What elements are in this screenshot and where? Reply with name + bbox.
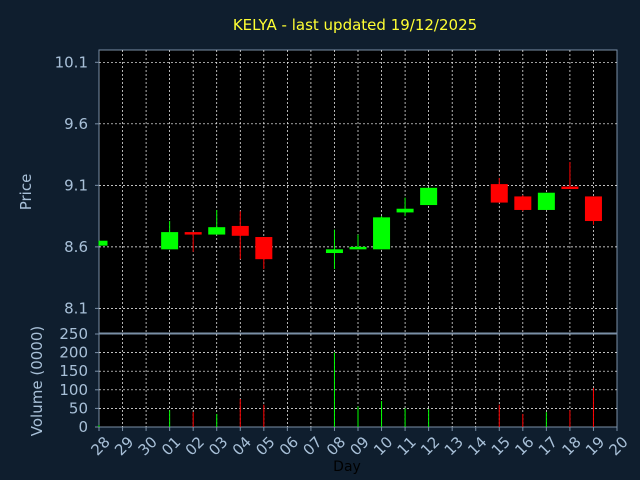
day-tick-label: 29 [111,433,137,459]
day-tick-label: 11 [394,433,420,459]
price-tick-label: 8.6 [64,238,88,256]
candle [514,195,532,212]
candle-body [373,217,391,250]
day-tick-label: 17 [535,433,561,459]
price-axis-label: Price [17,174,35,211]
candle-body [184,232,202,235]
candle [490,177,508,203]
candle-body [561,186,579,190]
day-tick-label: 19 [582,433,608,459]
price-y-ticks: 10.1 9.6 9.1 8.6 8.1 [55,53,99,317]
candle [231,211,249,260]
candle [184,232,202,252]
candle [349,234,367,250]
volume-axis-label: Volume (0000) [28,326,46,436]
candle-body [420,187,438,206]
volume-bars [98,352,594,427]
candle-body [396,208,414,213]
candle [537,192,555,210]
price-panel: 10.1 9.6 9.1 8.6 8.1 Price [17,49,618,334]
day-tick-label: 03 [205,433,231,459]
day-tick-label: 08 [323,433,349,459]
candle [420,187,438,206]
candle-body [584,196,602,222]
price-tick-label: 8.1 [64,299,88,317]
day-x-ticks: 2829300102030405060708091011121314151617… [88,427,632,459]
volume-tick-label: 50 [69,399,88,417]
chart-title: KELYA - last updated 19/12/2025 [233,16,477,34]
day-tick-label: 06 [276,433,302,459]
candle [208,209,226,235]
price-tick-label: 9.1 [64,176,88,194]
candle-body [99,240,108,246]
candle [161,221,179,250]
candle-body [490,184,508,203]
volume-tick-label: 100 [59,381,88,399]
candle [373,216,391,250]
candle [584,196,602,225]
day-tick-label: 13 [441,433,467,459]
day-tick-label: 02 [182,433,208,459]
candle-body [208,227,226,235]
candle-body [161,232,179,250]
day-tick-label: 16 [511,433,537,459]
day-tick-label: 07 [299,433,325,459]
day-tick-label: 20 [606,433,632,459]
price-tick-label: 10.1 [55,53,88,71]
candle-body [231,225,249,236]
day-axis-label: Day [333,459,361,475]
day-tick-label: 14 [464,433,490,459]
candle [561,161,579,190]
day-tick-label: 10 [370,433,396,459]
candle [325,229,343,270]
day-tick-label: 09 [347,433,373,459]
candle [98,240,108,246]
volume-tick-label: 0 [78,418,88,436]
candle-body [255,237,273,260]
day-tick-label: 15 [488,433,514,459]
volume-tick-label: 200 [59,344,88,362]
candle [396,197,414,217]
day-tick-label: 04 [229,433,255,459]
volume-tick-label: 150 [59,362,88,380]
day-tick-label: 28 [88,433,114,459]
day-tick-label: 05 [252,433,278,459]
candle-body [325,249,343,254]
candle-body [537,192,555,210]
candlesticks [98,161,602,270]
candle [255,237,273,270]
candle-body [349,246,367,250]
volume-tick-label: 250 [59,325,88,343]
price-tick-label: 9.6 [64,115,88,133]
day-tick-label: 30 [135,433,161,459]
candle-body [514,196,532,210]
day-tick-label: 18 [558,433,584,459]
day-tick-label: 12 [417,433,443,459]
day-tick-label: 01 [158,433,184,459]
